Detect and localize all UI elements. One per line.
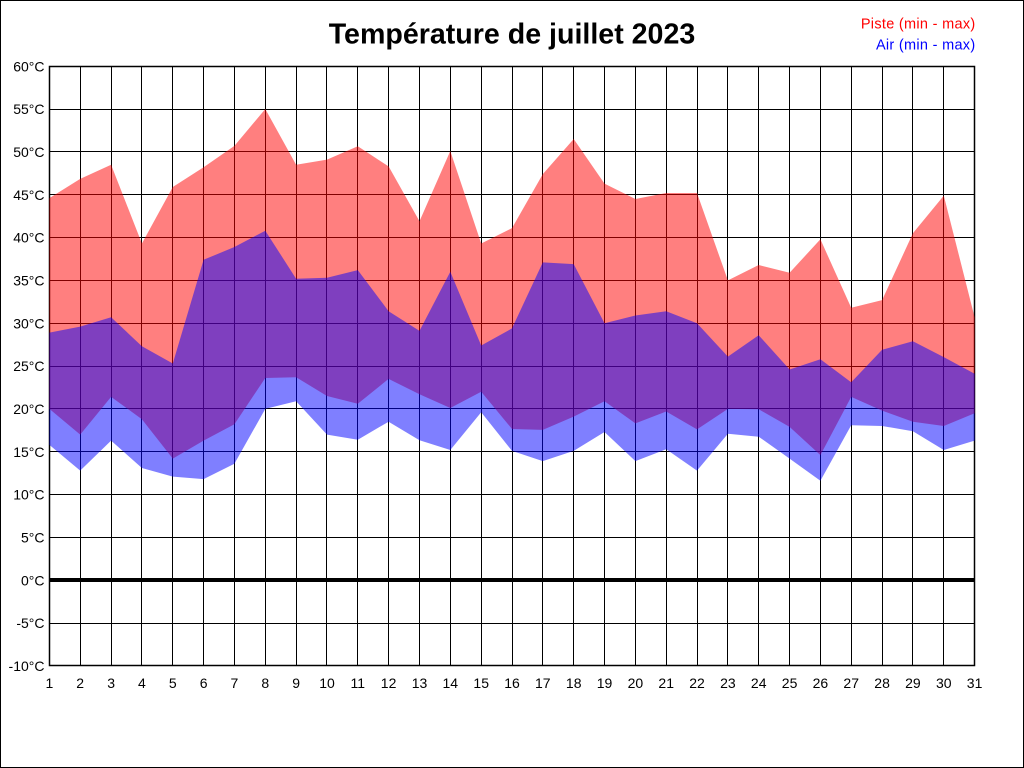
svg-text:Piste (min - max): Piste (min - max) (861, 17, 976, 33)
svg-text:27: 27 (843, 675, 859, 691)
svg-text:21: 21 (658, 675, 674, 691)
svg-text:Température de juillet 2023: Température de juillet 2023 (329, 19, 696, 51)
svg-text:22: 22 (689, 675, 705, 691)
svg-text:20: 20 (628, 675, 644, 691)
svg-text:30: 30 (936, 675, 952, 691)
svg-text:3: 3 (107, 675, 115, 691)
svg-text:26: 26 (813, 675, 829, 691)
svg-text:10°C: 10°C (13, 487, 44, 503)
svg-text:17: 17 (535, 675, 551, 691)
svg-text:-10°C: -10°C (9, 658, 45, 674)
svg-text:6: 6 (200, 675, 208, 691)
svg-text:60°C: 60°C (13, 58, 44, 74)
svg-text:23: 23 (720, 675, 736, 691)
svg-text:7: 7 (231, 675, 239, 691)
svg-text:13: 13 (412, 675, 428, 691)
svg-text:10: 10 (319, 675, 335, 691)
svg-text:9: 9 (292, 675, 300, 691)
svg-text:8: 8 (261, 675, 269, 691)
svg-text:2: 2 (76, 675, 84, 691)
svg-text:50°C: 50°C (13, 144, 44, 160)
svg-text:55°C: 55°C (13, 101, 44, 117)
svg-text:20°C: 20°C (13, 401, 44, 417)
svg-text:45°C: 45°C (13, 187, 44, 203)
svg-text:28: 28 (874, 675, 890, 691)
svg-text:1: 1 (46, 675, 54, 691)
svg-text:18: 18 (566, 675, 582, 691)
svg-text:5°C: 5°C (21, 530, 45, 546)
svg-text:30°C: 30°C (13, 315, 44, 331)
svg-text:15°C: 15°C (13, 444, 44, 460)
svg-text:14: 14 (443, 675, 459, 691)
svg-text:25: 25 (782, 675, 798, 691)
svg-text:4: 4 (138, 675, 146, 691)
svg-text:15: 15 (473, 675, 489, 691)
svg-text:40°C: 40°C (13, 230, 44, 246)
svg-text:24: 24 (751, 675, 767, 691)
svg-text:29: 29 (905, 675, 921, 691)
svg-text:19: 19 (597, 675, 613, 691)
svg-text:0°C: 0°C (21, 572, 45, 588)
svg-text:Air (min - max): Air (min - max) (876, 37, 976, 53)
svg-text:16: 16 (504, 675, 520, 691)
svg-text:31: 31 (967, 675, 983, 691)
svg-text:35°C: 35°C (13, 273, 44, 289)
svg-text:5: 5 (169, 675, 177, 691)
svg-text:-5°C: -5°C (16, 615, 44, 631)
svg-text:11: 11 (351, 675, 366, 691)
svg-text:25°C: 25°C (13, 358, 44, 374)
svg-text:12: 12 (381, 675, 397, 691)
